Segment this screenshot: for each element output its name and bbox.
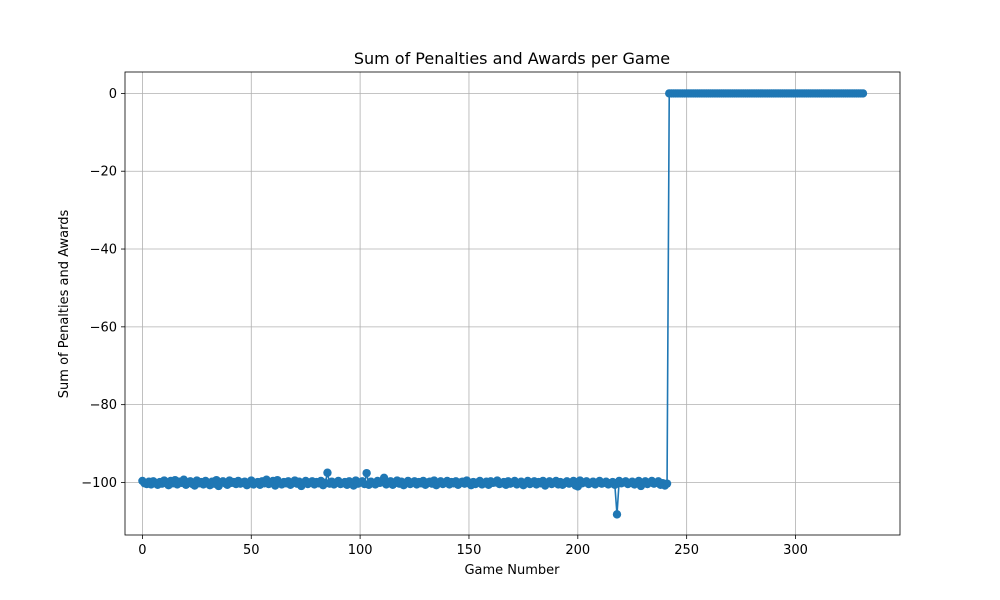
y-tick-label: −100	[81, 476, 117, 491]
data-point	[662, 479, 672, 488]
y-tick-label: 0	[109, 87, 117, 102]
grid	[125, 72, 900, 535]
x-tick-label: 300	[783, 543, 808, 558]
y-axis-label: Sum of Penalties and Awards	[57, 210, 72, 399]
x-tick-label: 150	[457, 543, 482, 558]
y-tick-label: −60	[90, 320, 117, 335]
data-point	[362, 468, 371, 478]
x-axis-label: Game Number	[464, 563, 560, 578]
y-tick-label: −40	[90, 243, 117, 258]
x-tick-label: 50	[243, 543, 260, 558]
x-tick-label: 200	[565, 543, 590, 558]
x-tick-label: 100	[348, 543, 373, 558]
x-tick-label: 250	[674, 543, 699, 558]
plot-frame	[124, 71, 901, 536]
y-tick-label: −20	[90, 165, 117, 180]
data-point	[858, 89, 868, 98]
data-point	[323, 468, 332, 477]
x-tick-label: 0	[138, 543, 146, 558]
chart-title: Sum of Penalties and Awards per Game	[354, 49, 670, 68]
series-layer	[138, 89, 868, 519]
data-point	[612, 510, 622, 519]
axes: 0 50 100 150 200 250 300 0 −20 −40 −60 −80 −100	[81, 71, 901, 558]
y-tick-label: −80	[90, 398, 117, 413]
